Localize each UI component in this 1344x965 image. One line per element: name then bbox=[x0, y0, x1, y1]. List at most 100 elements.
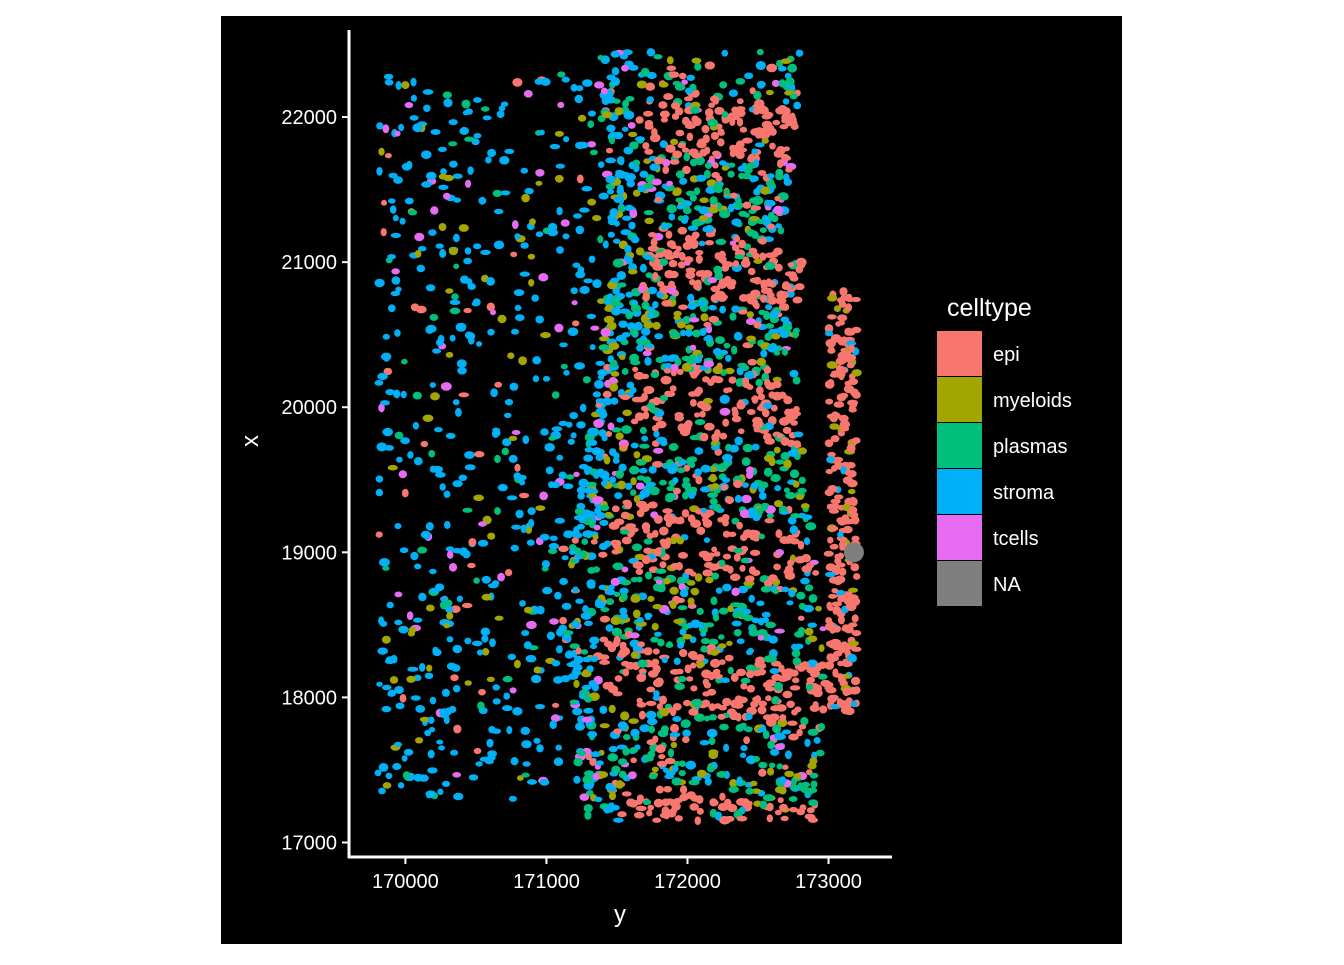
cell-point bbox=[752, 755, 761, 763]
cell-point bbox=[682, 623, 689, 631]
cell-point bbox=[497, 483, 508, 492]
cell-point bbox=[696, 353, 703, 359]
cell-point bbox=[607, 281, 618, 290]
cell-point bbox=[666, 65, 677, 71]
cell-point bbox=[684, 664, 692, 674]
cell-point bbox=[710, 658, 721, 668]
cell-point bbox=[452, 173, 463, 179]
cell-point bbox=[669, 295, 676, 301]
cell-point bbox=[685, 234, 692, 244]
cell-point bbox=[708, 563, 720, 571]
cell-point bbox=[691, 698, 703, 708]
cell-point bbox=[717, 804, 728, 811]
cell-point bbox=[745, 712, 753, 721]
cell-point bbox=[722, 418, 730, 427]
cell-point bbox=[597, 55, 604, 61]
cell-point bbox=[737, 585, 749, 594]
cell-point bbox=[435, 243, 444, 249]
cell-point bbox=[792, 329, 799, 339]
cell-point bbox=[582, 530, 594, 538]
cell-point bbox=[783, 178, 792, 186]
cell-point bbox=[824, 380, 835, 389]
cell-point bbox=[559, 342, 568, 348]
cell-point bbox=[833, 456, 844, 463]
cell-point bbox=[746, 649, 753, 656]
cell-point bbox=[408, 209, 418, 216]
cell-point bbox=[712, 613, 720, 622]
cell-point bbox=[623, 146, 634, 155]
cell-point bbox=[565, 474, 575, 480]
cell-point bbox=[733, 202, 745, 209]
cell-point bbox=[639, 710, 646, 720]
cell-point bbox=[630, 728, 640, 738]
cell-point bbox=[680, 785, 688, 795]
y-tick-label: 19000 bbox=[281, 542, 337, 564]
cell-point bbox=[393, 389, 401, 399]
cell-point bbox=[700, 637, 711, 645]
cell-point bbox=[721, 260, 728, 266]
cell-point bbox=[633, 811, 645, 819]
cell-point bbox=[713, 551, 721, 557]
cell-point bbox=[852, 437, 861, 444]
cell-point bbox=[437, 788, 444, 796]
cell-point bbox=[772, 588, 779, 595]
cell-point bbox=[603, 806, 611, 814]
cell-point bbox=[718, 634, 725, 640]
cell-point bbox=[661, 806, 670, 816]
cell-point bbox=[546, 631, 556, 640]
cell-point bbox=[462, 507, 473, 513]
cell-point bbox=[679, 760, 686, 767]
cell-point bbox=[775, 223, 782, 229]
cell-point bbox=[587, 120, 595, 128]
cell-point bbox=[628, 771, 637, 780]
cell-point bbox=[708, 714, 718, 721]
cell-point bbox=[606, 321, 617, 331]
cell-point bbox=[644, 357, 652, 366]
cell-point bbox=[658, 754, 666, 760]
cell-point bbox=[784, 750, 792, 760]
cell-point bbox=[656, 703, 663, 710]
cell-point bbox=[452, 399, 460, 406]
cell-point bbox=[793, 101, 802, 110]
cell-point bbox=[645, 177, 654, 183]
cell-point bbox=[701, 699, 711, 707]
cell-point bbox=[581, 538, 588, 545]
cell-point bbox=[808, 799, 819, 807]
cell-point bbox=[709, 196, 718, 205]
cell-point bbox=[520, 524, 527, 534]
cell-point bbox=[619, 354, 626, 361]
cell-point bbox=[549, 535, 558, 542]
cell-point bbox=[637, 641, 645, 648]
cell-point bbox=[767, 343, 778, 353]
cell-point bbox=[622, 747, 630, 756]
cell-point bbox=[660, 110, 670, 118]
cell-point bbox=[600, 607, 610, 613]
cell-point bbox=[527, 253, 536, 260]
cell-point bbox=[676, 321, 686, 329]
cell-point bbox=[445, 288, 454, 294]
cell-point bbox=[540, 332, 551, 339]
cell-point bbox=[620, 229, 632, 236]
cell-point bbox=[781, 155, 792, 161]
cell-point bbox=[676, 668, 684, 675]
cell-point bbox=[782, 764, 789, 770]
cell-point bbox=[826, 361, 838, 369]
cell-point bbox=[729, 712, 739, 721]
cell-point bbox=[760, 186, 770, 195]
cell-point bbox=[780, 437, 790, 446]
cell-point bbox=[618, 170, 626, 179]
cell-point bbox=[695, 250, 704, 256]
cell-point bbox=[378, 403, 385, 413]
cell-point bbox=[641, 555, 651, 565]
cell-point bbox=[620, 320, 628, 327]
cell-point bbox=[473, 577, 480, 584]
cell-point bbox=[668, 213, 676, 221]
cell-point bbox=[599, 654, 610, 661]
cell-point bbox=[652, 530, 659, 538]
cell-point bbox=[554, 591, 562, 600]
cell-point bbox=[713, 265, 723, 275]
cell-point bbox=[616, 292, 625, 300]
cell-point bbox=[844, 350, 852, 356]
cell-point bbox=[628, 718, 639, 724]
cell-point bbox=[731, 345, 738, 355]
